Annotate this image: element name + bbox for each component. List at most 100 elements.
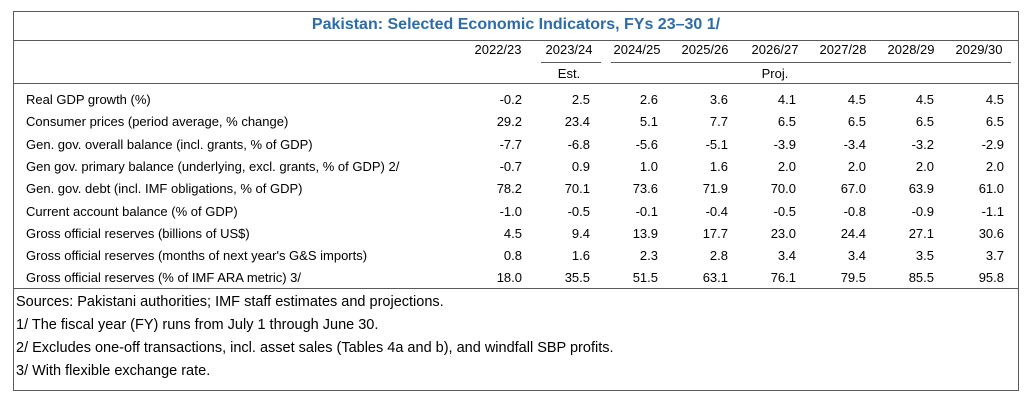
row-value: 23.4 [564,114,590,130]
year-header-row: 2022/23 2023/24 2024/25 2025/26 2026/27 … [14,42,1018,62]
row-value: 73.6 [632,181,658,197]
row-value: 0.8 [503,248,522,264]
row-value: 85.5 [908,270,934,286]
table-row: Gross official reserves (months of next … [14,248,1018,270]
row-value: 7.7 [709,114,728,130]
row-value: 76.1 [770,270,796,286]
row-value: -0.5 [773,203,796,219]
projection-label: Proj. [761,66,789,81]
row-value: -0.7 [499,158,522,174]
row-value: 6.5 [915,114,934,130]
row-value: -2.9 [981,136,1004,152]
row-value: 79.5 [840,270,866,286]
row-value: -3.2 [911,136,934,152]
row-value: 4.5 [985,92,1004,107]
row-value: 4.1 [777,92,796,107]
row-value: -1.1 [981,203,1004,219]
row-value: -1.0 [499,203,522,219]
row-value: 2.6 [639,92,658,107]
row-value: 2.0 [847,158,866,174]
row-label: Current account balance (% of GDP) [26,203,238,219]
row-value: 6.5 [985,114,1004,130]
row-value: -0.1 [635,203,658,219]
row-label: Real GDP growth (%) [26,92,151,107]
row-value: 3.6 [709,92,728,107]
header-divider [14,83,1018,84]
row-value: 4.5 [503,225,522,241]
row-value: -0.5 [567,203,590,219]
indicators-table: Pakistan: Selected Economic Indicators, … [13,11,1019,391]
row-value: 29.2 [496,114,522,130]
row-value: 17.7 [702,225,728,241]
row-value: -0.8 [843,203,866,219]
row-value: 1.0 [639,158,658,174]
row-label: Gross official reserves (months of next … [26,248,368,264]
footnote-3: 3/ With flexible exchange rate. [16,363,211,379]
row-value: 63.1 [702,270,728,286]
table-row: Gen. gov. debt (incl. IMF obligations, %… [14,181,1018,203]
row-value: 0.9 [571,158,590,174]
row-value: 24.4 [840,225,866,241]
row-value: 30.6 [978,225,1004,241]
estimate-label: Est. [557,66,581,81]
table-row: Real GDP growth (%) -0.2 2.5 2.6 3.6 4.1 4.5 4.… [14,92,1018,114]
row-value: 3.4 [777,248,796,264]
row-value: 2.0 [777,158,796,174]
year-header: 2029/30 [955,42,1003,57]
table-row: Gen gov. primary balance (underlying, ex… [14,159,1018,181]
year-header: 2024/25 [613,42,661,57]
proj-underline [611,62,1011,63]
row-value: 4.5 [915,92,934,107]
row-value: 9.4 [571,225,590,241]
row-value: 2.3 [639,248,658,264]
table-row: Gross official reserves (% of IMF ARA me… [14,270,1018,292]
row-value: -0.2 [499,92,522,107]
row-value: -0.9 [911,203,934,219]
row-value: 71.9 [702,181,728,197]
year-header: 2027/28 [819,42,867,57]
row-value: -0.4 [705,203,728,219]
row-value: 70.1 [564,181,590,197]
row-value: 2.8 [709,248,728,264]
row-value: 6.5 [847,114,866,130]
year-header: 2023/24 [545,42,593,57]
row-value: -7.7 [499,136,522,152]
table-title: Pakistan: Selected Economic Indicators, … [311,16,721,33]
row-value: 2.5 [571,92,590,107]
row-value: 51.5 [632,270,658,286]
row-value: 95.8 [978,270,1004,286]
year-header: 2022/23 [474,42,522,57]
row-value: 5.1 [639,114,658,130]
year-header: 2028/29 [887,42,935,57]
row-value: 23.0 [770,225,796,241]
footnote-2: 2/ Excludes one-off transactions, incl. … [16,340,614,356]
notes-divider [14,288,1018,289]
table-row: Current account balance (% of GDP) -1.0 -0… [14,204,1018,226]
row-value: 27.1 [908,225,934,241]
row-value: 3.4 [847,248,866,264]
row-value: 18.0 [496,270,522,286]
row-value: -5.1 [705,136,728,152]
row-value: 67.0 [840,181,866,197]
row-label: Gen gov. primary balance (underlying, ex… [26,158,400,174]
row-label: Gross official reserves (billions of US$… [26,225,250,241]
title-divider [14,40,1018,41]
row-value: 1.6 [571,248,590,264]
row-value: -3.9 [773,136,796,152]
year-header: 2026/27 [751,42,799,57]
row-value: -6.8 [567,136,590,152]
row-value: 2.0 [985,158,1004,174]
row-value: 70.0 [770,181,796,197]
sources-note: Sources: Pakistani authorities; IMF staf… [16,294,444,310]
row-value: 2.0 [915,158,934,174]
table-row: Gross official reserves (billions of US$… [14,226,1018,248]
row-label: Gen. gov. overall balance (incl. grants,… [26,136,313,152]
row-value: -5.6 [635,136,658,152]
row-value: 35.5 [564,270,590,286]
row-value: 6.5 [777,114,796,130]
row-value: -3.4 [843,136,866,152]
row-value: 13.9 [632,225,658,241]
row-value: 4.5 [847,92,866,107]
footnote-1: 1/ The fiscal year (FY) runs from July 1… [16,317,379,333]
est-underline [541,62,601,63]
